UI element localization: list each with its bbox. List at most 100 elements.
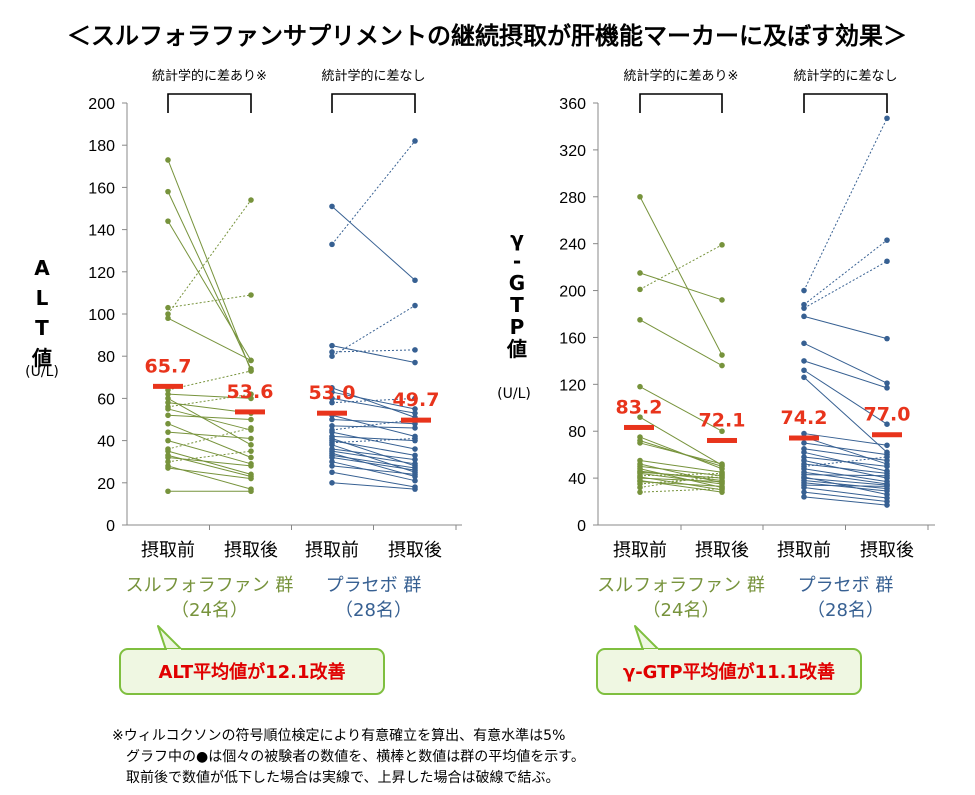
subject-line-increase: [331, 349, 416, 353]
significance-bracket: [331, 93, 416, 113]
subject-point-before: [329, 442, 335, 448]
y-tick-label: 160: [559, 330, 586, 347]
series-sulforaphane: 65.7 53.6: [145, 157, 273, 495]
subject-line-decrease: [331, 435, 416, 442]
subject-line-decrease: [803, 471, 888, 485]
subject-point-after: [884, 454, 890, 460]
y-axis-label-char: L: [36, 286, 49, 310]
subject-line-decrease: [803, 442, 888, 456]
subject-line-decrease: [331, 482, 416, 490]
subject-point-before: [165, 406, 171, 412]
mean-bar: [401, 417, 431, 423]
subject-line-increase: [167, 294, 252, 309]
mean-bar: [789, 435, 819, 441]
subject-line-decrease: [167, 408, 252, 431]
subject-point-before: [801, 494, 807, 500]
subject-point-before: [329, 353, 335, 360]
subject-point-after: [248, 357, 254, 364]
subject-line-decrease: [803, 315, 888, 340]
subject-point-before: [165, 465, 171, 471]
subject-line-decrease: [639, 196, 723, 356]
subject-line-decrease: [639, 319, 723, 367]
mean-value-label: 74.2: [781, 407, 828, 429]
y-tick-label: 40: [568, 471, 586, 488]
subject-point-before: [329, 480, 335, 486]
subject-line-decrease: [803, 484, 888, 487]
subject-line-decrease: [331, 397, 416, 414]
subject-point-after: [884, 385, 890, 391]
subject-line-decrease: [803, 436, 888, 465]
subject-point-before: [801, 367, 807, 374]
subject-line-increase: [803, 239, 888, 306]
subject-point-after: [412, 302, 418, 309]
subject-point-after: [412, 435, 418, 442]
subject-line-increase: [803, 118, 888, 291]
subject-point-after: [884, 335, 890, 342]
y-tick-label: 0: [106, 518, 115, 535]
y-axis-label-char: -: [513, 249, 521, 273]
subject-point-before: [801, 340, 807, 347]
subject-point-before: [165, 448, 171, 454]
subject-line-decrease: [331, 419, 416, 425]
subject-point-before: [329, 416, 335, 423]
subject-point-after: [248, 391, 254, 397]
subject-line-increase: [639, 476, 723, 485]
callout-pointer: [634, 625, 660, 651]
mean-value-label: 49.7: [393, 389, 440, 411]
y-tick-label: 200: [88, 96, 115, 113]
subject-point-before: [801, 374, 807, 381]
y-tick-label: 320: [559, 143, 586, 160]
subject-point-after: [884, 115, 890, 122]
subject-point-before: [637, 484, 643, 491]
subject-point-after: [884, 421, 890, 427]
y-axis-label-char: γ: [510, 227, 524, 251]
significance-label: 統計学的に差なし: [793, 68, 897, 84]
subject-line-increase: [167, 427, 252, 450]
subject-line-decrease: [639, 436, 723, 470]
y-tick-label: 100: [88, 307, 115, 324]
subject-point-after: [248, 463, 254, 469]
subject-point-before: [801, 305, 807, 311]
subject-line-decrease: [803, 477, 888, 486]
significance-label: 統計学的に差あり※: [624, 68, 739, 84]
callout-box: [119, 648, 385, 695]
subject-point-after: [248, 197, 254, 203]
footnote-lines: 取前後で数値が低下した場合は実線で、上昇した場合は破線で結ぶ。: [112, 770, 560, 786]
subject-point-before: [637, 270, 643, 276]
subject-line-decrease: [803, 360, 888, 389]
x-category-label: 摂取前: [777, 540, 831, 561]
significance-bracket: [167, 93, 252, 113]
subject-line-increase: [331, 437, 416, 444]
subject-line-decrease: [803, 433, 888, 446]
subject-line-decrease: [803, 491, 888, 503]
x-category-label: 摂取後: [224, 540, 278, 561]
y-tick-label: 60: [97, 391, 115, 408]
subject-point-before: [637, 440, 643, 446]
subject-point-after: [412, 425, 418, 431]
subject-point-before: [637, 193, 643, 200]
mean-bar: [317, 410, 347, 416]
subject-point-after: [719, 471, 725, 478]
mean-bar: [707, 437, 737, 443]
subject-point-after: [412, 347, 418, 353]
subject-line-decrease: [167, 159, 252, 372]
subject-point-before: [329, 349, 335, 355]
subject-point-after: [248, 416, 254, 423]
mean-value-label: 72.1: [699, 409, 746, 431]
subject-line-increase: [639, 472, 723, 477]
subject-point-before: [329, 203, 335, 210]
subject-line-decrease: [331, 448, 416, 461]
y-axis-label-char: P: [510, 315, 525, 339]
subject-point-after: [412, 359, 418, 366]
subject-line-decrease: [167, 456, 252, 467]
y-tick-label: 120: [88, 265, 115, 282]
subject-point-before: [637, 383, 643, 390]
subject-point-after: [719, 485, 725, 492]
subject-line-increase: [803, 456, 888, 467]
subject-line-decrease: [167, 317, 252, 361]
subject-point-after: [884, 380, 890, 386]
y-tick-label: 20: [97, 476, 115, 493]
group-count: （24名）: [171, 600, 248, 621]
